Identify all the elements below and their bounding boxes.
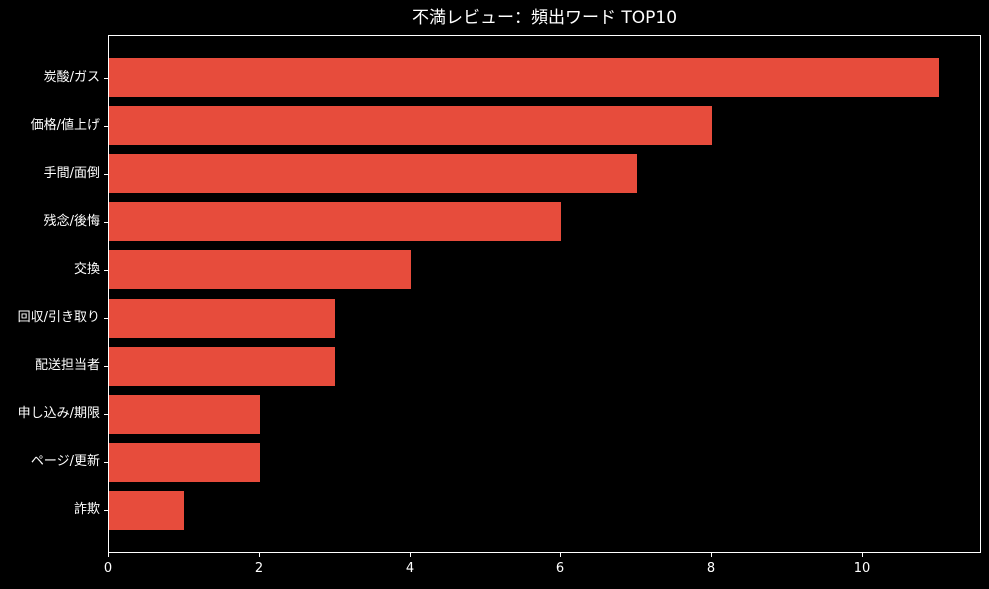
y-tick-mark (104, 78, 108, 79)
y-tick-mark (104, 510, 108, 511)
x-tick-mark (560, 553, 561, 557)
y-tick-label: 手間/面倒 (43, 166, 100, 181)
chart-title: 不満レビュー：頻出ワード TOP10 (411, 8, 678, 28)
bar (109, 443, 260, 482)
x-tick-label: 6 (555, 561, 565, 576)
y-tick-mark (104, 126, 108, 127)
x-tick-mark (259, 553, 260, 557)
x-tick-mark (108, 553, 109, 557)
y-tick-label: 申し込み/期限 (17, 406, 100, 421)
x-tick-mark (410, 553, 411, 557)
y-tick-label: 炭酸/ガス (43, 70, 100, 85)
plot-area (108, 35, 981, 553)
y-tick-label: ページ/更新 (30, 454, 100, 469)
y-tick-mark (104, 222, 108, 223)
x-tick-label: 2 (254, 561, 264, 576)
bar (109, 154, 637, 193)
bar (109, 202, 561, 241)
y-tick-mark (104, 366, 108, 367)
y-tick-label: 配送担当者 (34, 358, 100, 373)
x-tick-label: 0 (103, 561, 113, 576)
y-tick-label: 残念/後悔 (43, 214, 100, 229)
x-tick-label: 4 (405, 561, 415, 576)
bar (109, 347, 335, 386)
bar (109, 491, 184, 530)
bar (109, 299, 335, 338)
bar (109, 395, 260, 434)
y-tick-mark (104, 462, 108, 463)
y-tick-label: 交換 (73, 262, 100, 277)
bar (109, 250, 411, 289)
y-tick-label: 詐欺 (73, 502, 100, 517)
y-tick-mark (104, 270, 108, 271)
y-tick-label: 価格/値上げ (30, 118, 100, 133)
x-tick-mark (862, 553, 863, 557)
y-tick-label: 回収/引き取り (17, 310, 100, 325)
x-tick-label: 8 (706, 561, 716, 576)
x-tick-mark (711, 553, 712, 557)
y-tick-mark (104, 414, 108, 415)
x-tick-label: 10 (853, 561, 871, 576)
y-tick-mark (104, 318, 108, 319)
y-tick-mark (104, 174, 108, 175)
bar (109, 58, 939, 97)
bar (109, 106, 712, 145)
